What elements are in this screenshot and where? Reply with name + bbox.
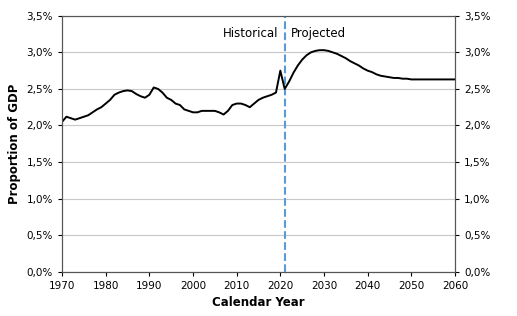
X-axis label: Calendar Year: Calendar Year	[212, 296, 305, 309]
Text: Historical: Historical	[223, 27, 278, 40]
Text: Projected: Projected	[291, 27, 346, 40]
Y-axis label: Proportion of GDP: Proportion of GDP	[8, 84, 21, 204]
